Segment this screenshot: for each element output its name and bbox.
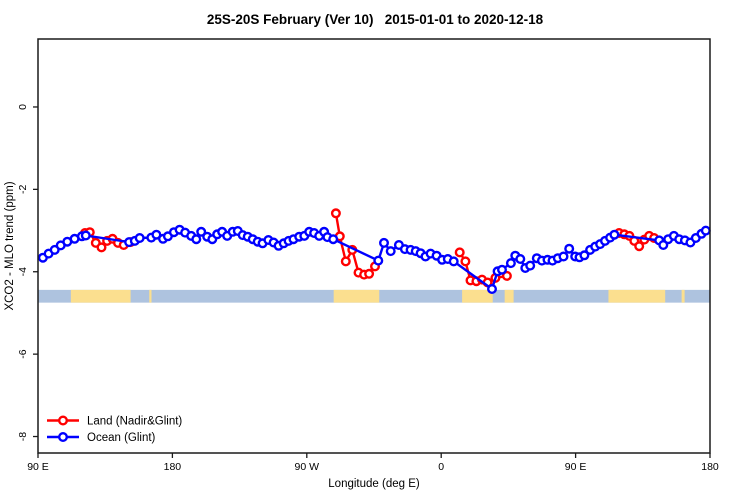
data-point-land	[460, 256, 471, 267]
data-point-ocean	[564, 243, 575, 254]
data-point-ocean	[379, 237, 390, 248]
data-point-ocean	[525, 260, 536, 271]
band-land-segment	[608, 289, 666, 303]
x-axis-title: Longitude (deg E)	[328, 478, 420, 490]
data-point-land	[501, 270, 512, 281]
x-tick-label: 0	[438, 461, 444, 473]
data-point-ocean	[558, 251, 569, 262]
data-point-ocean	[80, 230, 91, 241]
y-tick-label: -4	[17, 267, 29, 276]
data-point-ocean	[191, 234, 202, 245]
y-tick-label: 0	[17, 104, 29, 110]
band-land-segment	[333, 289, 380, 303]
y-tick-label: -6	[17, 349, 29, 358]
data-point-ocean	[448, 256, 459, 267]
band-land-segment	[462, 289, 493, 303]
x-tick-label: 180	[164, 461, 182, 473]
data-point-land	[634, 241, 645, 252]
legend-marker	[58, 432, 69, 443]
data-point-ocean	[487, 284, 498, 295]
legend-label: Land (Nadir&Glint)	[87, 416, 182, 428]
band-land-segment	[149, 289, 152, 303]
y-tick-label: -8	[17, 432, 29, 441]
band-land-segment	[504, 289, 514, 303]
data-point-ocean	[134, 232, 145, 243]
data-point-ocean	[515, 253, 526, 264]
y-tick-label: -2	[17, 185, 29, 194]
band-land-segment	[681, 289, 685, 303]
x-tick-label: 180	[701, 461, 719, 473]
chart-title: 25S-20S February (Ver 10) 2015-01-01 to …	[206, 12, 544, 27]
data-point-ocean	[328, 234, 339, 245]
data-point-ocean	[579, 250, 590, 261]
data-point-ocean	[609, 229, 620, 240]
band-land-segment	[70, 289, 131, 303]
data-point-land	[340, 256, 351, 267]
data-point-ocean	[497, 264, 508, 275]
data-point-land	[454, 247, 465, 258]
data-point-ocean	[505, 258, 516, 269]
legend-marker	[58, 415, 69, 426]
legend-label: Ocean (Glint)	[87, 432, 156, 444]
data-point-ocean	[373, 255, 384, 266]
data-point-land	[330, 208, 341, 219]
x-tick-label: 90 E	[565, 461, 587, 473]
data-point-ocean	[385, 246, 396, 257]
x-tick-label: 90 E	[27, 461, 49, 473]
data-point-land	[364, 268, 375, 279]
plot-frame	[37, 38, 711, 454]
data-point-ocean	[196, 226, 207, 237]
x-tick-label: 90 W	[295, 461, 320, 473]
y-axis-title: XCO2 - MLO trend (ppm)	[4, 181, 16, 310]
data-point-land	[96, 242, 107, 253]
data-point-ocean	[700, 225, 711, 236]
